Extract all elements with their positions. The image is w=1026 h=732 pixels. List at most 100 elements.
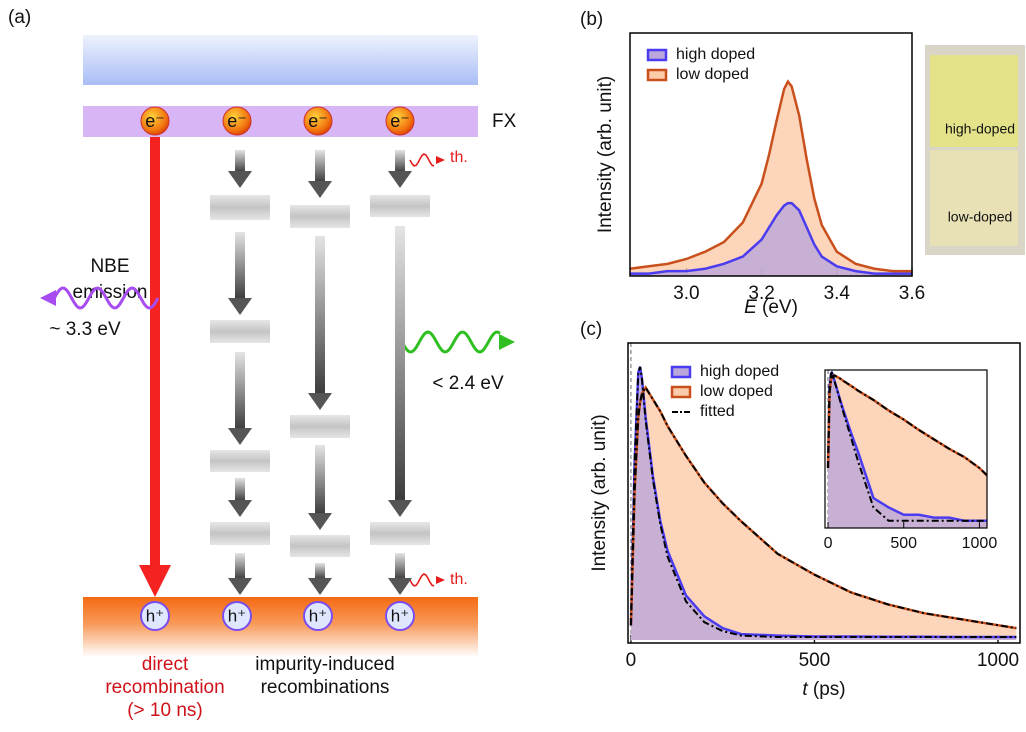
- legend-label: fitted: [700, 403, 735, 420]
- nbe-label: emission: [73, 282, 148, 303]
- direct-label: recombination: [105, 677, 224, 698]
- photo-label: high-doped: [945, 121, 1015, 137]
- defect-energy: < 2.4 eV: [432, 373, 504, 394]
- gray-arrow-head: [388, 500, 412, 517]
- defect-level: [370, 195, 430, 217]
- hole-label: h⁺: [391, 606, 409, 625]
- defect-level: [210, 522, 270, 545]
- sample-high: [930, 55, 1018, 147]
- electron: [140, 106, 170, 136]
- inset-x-tick-label: 0: [824, 535, 833, 552]
- x-label-var: t: [802, 679, 808, 700]
- direct-arrow-head: [139, 565, 171, 597]
- legend-label: low doped: [700, 383, 773, 400]
- electron: [222, 106, 252, 136]
- inset-frame: [824, 369, 988, 529]
- gray-arrow-head: [308, 393, 332, 410]
- panel-label: (b): [580, 9, 603, 30]
- gray-arrow: [235, 232, 245, 299]
- gray-arrow: [395, 553, 405, 579]
- gray-arrow: [235, 478, 245, 501]
- area: [630, 203, 912, 276]
- defect-level: [210, 320, 270, 343]
- line: [630, 79, 912, 273]
- legend-swatch: [670, 365, 692, 379]
- hole-label: h⁺: [309, 606, 327, 625]
- direct-label: direct: [142, 654, 189, 675]
- gray-arrow-head: [228, 500, 252, 517]
- line: [630, 201, 912, 275]
- band-label: FX: [492, 111, 517, 132]
- x-tick-label: 1000: [977, 650, 1019, 671]
- line: [827, 374, 987, 477]
- thermal-label: th.: [450, 149, 468, 166]
- impurity-label: impurity-induced: [255, 654, 394, 675]
- impurity-label: recombinations: [261, 677, 390, 698]
- electron-label: e⁻: [390, 111, 410, 131]
- electron-label: e⁻: [227, 111, 247, 131]
- gray-arrow-head: [388, 578, 412, 595]
- hole-label: h⁺: [146, 606, 164, 625]
- x-tick-label: 3.2: [748, 283, 774, 304]
- panel-label: (a): [8, 7, 31, 28]
- x-label-unit: (eV): [762, 297, 798, 318]
- defect-level: [290, 205, 350, 228]
- x-axis-label: t (ps): [802, 679, 845, 700]
- hole: [222, 601, 252, 631]
- electron: [303, 106, 333, 136]
- gray-arrow: [235, 553, 245, 579]
- x-tick-label: 500: [799, 650, 831, 671]
- direct-label: (> 10 ns): [127, 700, 203, 721]
- gray-arrow: [235, 352, 245, 429]
- legend-swatch: [670, 385, 692, 399]
- gray-arrow-head: [228, 298, 252, 315]
- nbe-energy: ~ 3.3 eV: [49, 319, 121, 340]
- gray-arrow-head: [308, 513, 332, 530]
- defect-level: [210, 450, 270, 472]
- area: [630, 81, 912, 276]
- hole: [140, 601, 170, 631]
- inset-x-tick-label: 500: [890, 535, 917, 552]
- x-label-unit: (ps): [813, 679, 846, 700]
- plot-frame: [629, 32, 913, 277]
- gray-arrow: [315, 563, 325, 579]
- thermal-wave: [409, 153, 435, 167]
- defect-level: [290, 535, 350, 557]
- legend-swatch: [646, 48, 668, 62]
- line: [629, 366, 1017, 639]
- photo-label: low-doped: [948, 209, 1013, 225]
- gray-arrow-head: [388, 171, 412, 188]
- gray-arrow-head: [228, 171, 252, 188]
- defect-level: [210, 195, 270, 220]
- area: [630, 387, 1017, 641]
- line: [629, 385, 1017, 630]
- x-tick-label: 0: [626, 650, 637, 671]
- gray-arrow: [315, 150, 325, 182]
- gray-arrow: [235, 150, 245, 172]
- hole: [303, 601, 333, 631]
- x-label-var: E: [744, 297, 757, 318]
- nbe-wave: [52, 286, 160, 310]
- conduction-band: [83, 35, 478, 85]
- electron: [385, 106, 415, 136]
- gray-arrow: [395, 226, 405, 501]
- legend-label: high doped: [676, 46, 755, 63]
- hole: [385, 601, 415, 631]
- y-axis-label: Intensity (arb. unit): [589, 414, 610, 571]
- direct-arrow: [150, 137, 160, 567]
- sample-photo: high-doped low-doped: [925, 45, 1025, 255]
- gray-arrow: [315, 236, 325, 394]
- chart: (b) Intensity (arb. unit) E (eV) 3.0 3.2 3.4 3…: [580, 9, 925, 318]
- sample-low: [930, 150, 1018, 246]
- y-axis-label: Intensity (arb. unit): [595, 76, 616, 233]
- x-tick-label: 3.4: [824, 283, 851, 304]
- x-tick-label: 3.0: [673, 283, 699, 304]
- gray-arrow-head: [228, 428, 252, 445]
- x-tick-label: 3.6: [899, 283, 925, 304]
- electron-label: e⁻: [145, 111, 165, 131]
- area: [828, 372, 987, 528]
- panel-label: (c): [580, 319, 602, 340]
- electron-label: e⁻: [308, 111, 328, 131]
- inset: 0 500 1000: [824, 369, 997, 552]
